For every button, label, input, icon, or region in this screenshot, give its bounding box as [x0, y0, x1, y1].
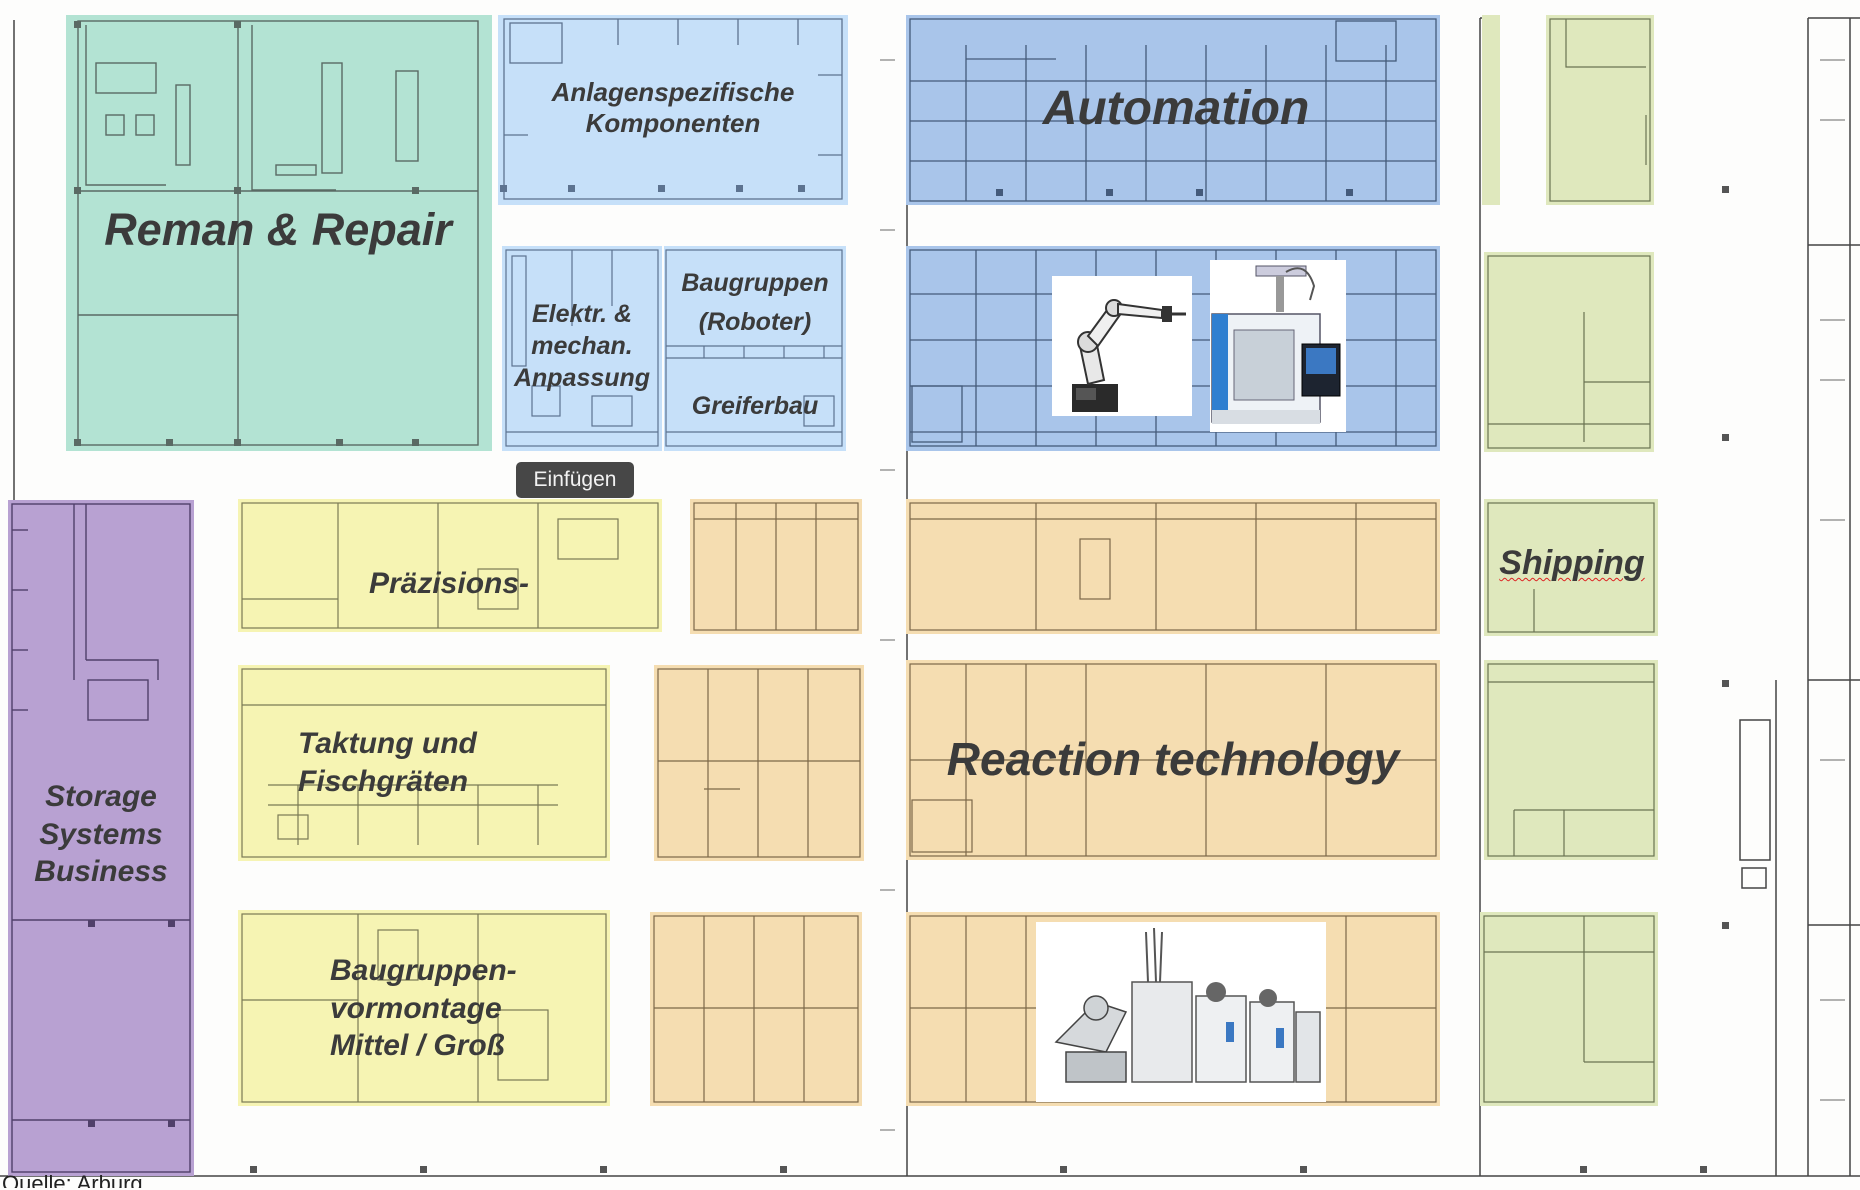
robot-arm-image	[1052, 276, 1192, 416]
zone-label: Baugruppen- vormontage Mittel / Groß	[330, 954, 517, 1062]
zone-baugruppenvormontage: Baugruppen- vormontage Mittel / Groß	[238, 910, 610, 1106]
zone-orange-block	[650, 912, 862, 1106]
zone-green-block	[1482, 15, 1500, 205]
zone-orange-block	[906, 499, 1440, 634]
zone-orange-block	[906, 912, 1440, 1106]
zone-anlagenspezifische-komponenten: Anlagenspezifische Komponenten	[498, 15, 848, 205]
zone-label: Präzisions- vormontage	[334, 527, 564, 632]
zone-reman-repair: Reman & Repair	[66, 15, 492, 451]
injection-moulding-machine-image	[1210, 260, 1346, 432]
zone-orange-block	[690, 499, 862, 634]
zone-green-block	[1484, 252, 1654, 452]
zone-shipping: Shipping	[1484, 499, 1658, 636]
insert-tooltip: Einfügen	[516, 462, 634, 498]
zone-green-block	[1546, 15, 1654, 205]
zone-label: Greiferbau	[691, 392, 819, 420]
zone-label: Elektr. & mechan. Anpassung	[513, 300, 651, 392]
zone-storage-systems-business: Storage Systems Business	[8, 500, 194, 1176]
zone-green-block	[1484, 660, 1658, 860]
zone-label: Shipping	[1499, 544, 1645, 582]
zone-label: Reman & Repair	[104, 204, 452, 255]
zone-label: Reaction technology	[946, 733, 1400, 785]
source-caption: Quelle: Arburg	[2, 1171, 143, 1188]
zone-automation: Automation	[906, 15, 1440, 205]
zone-label: Storage Systems Business	[34, 780, 168, 888]
zone-automation-robots	[906, 246, 1440, 451]
zone-label: Automation	[1042, 82, 1310, 135]
zone-label-line: Präzisions-	[368, 566, 530, 600]
zone-elektr-mechan-anpassung: Elektr. & mechan. Anpassung	[502, 246, 662, 451]
zone-taktung-und-fischgraeten: Taktung und Fischgräten	[238, 665, 610, 861]
reaction-technology-machine-image	[1036, 922, 1326, 1102]
zone-green-block	[1480, 912, 1658, 1106]
zone-label: Taktung und Fischgräten	[298, 727, 477, 798]
zone-orange-block	[654, 665, 864, 861]
zone-label: Baugruppen (Roboter)	[681, 269, 829, 336]
zone-praezisionsvormontage: Präzisions- vormontage	[238, 499, 662, 632]
zone-reaction-technology: Reaction technology	[906, 660, 1440, 860]
zone-label: Anlagenspezifische Komponenten	[551, 77, 795, 138]
zone-baugruppen-roboter: Baugruppen (Roboter) Greiferbau	[664, 246, 846, 451]
